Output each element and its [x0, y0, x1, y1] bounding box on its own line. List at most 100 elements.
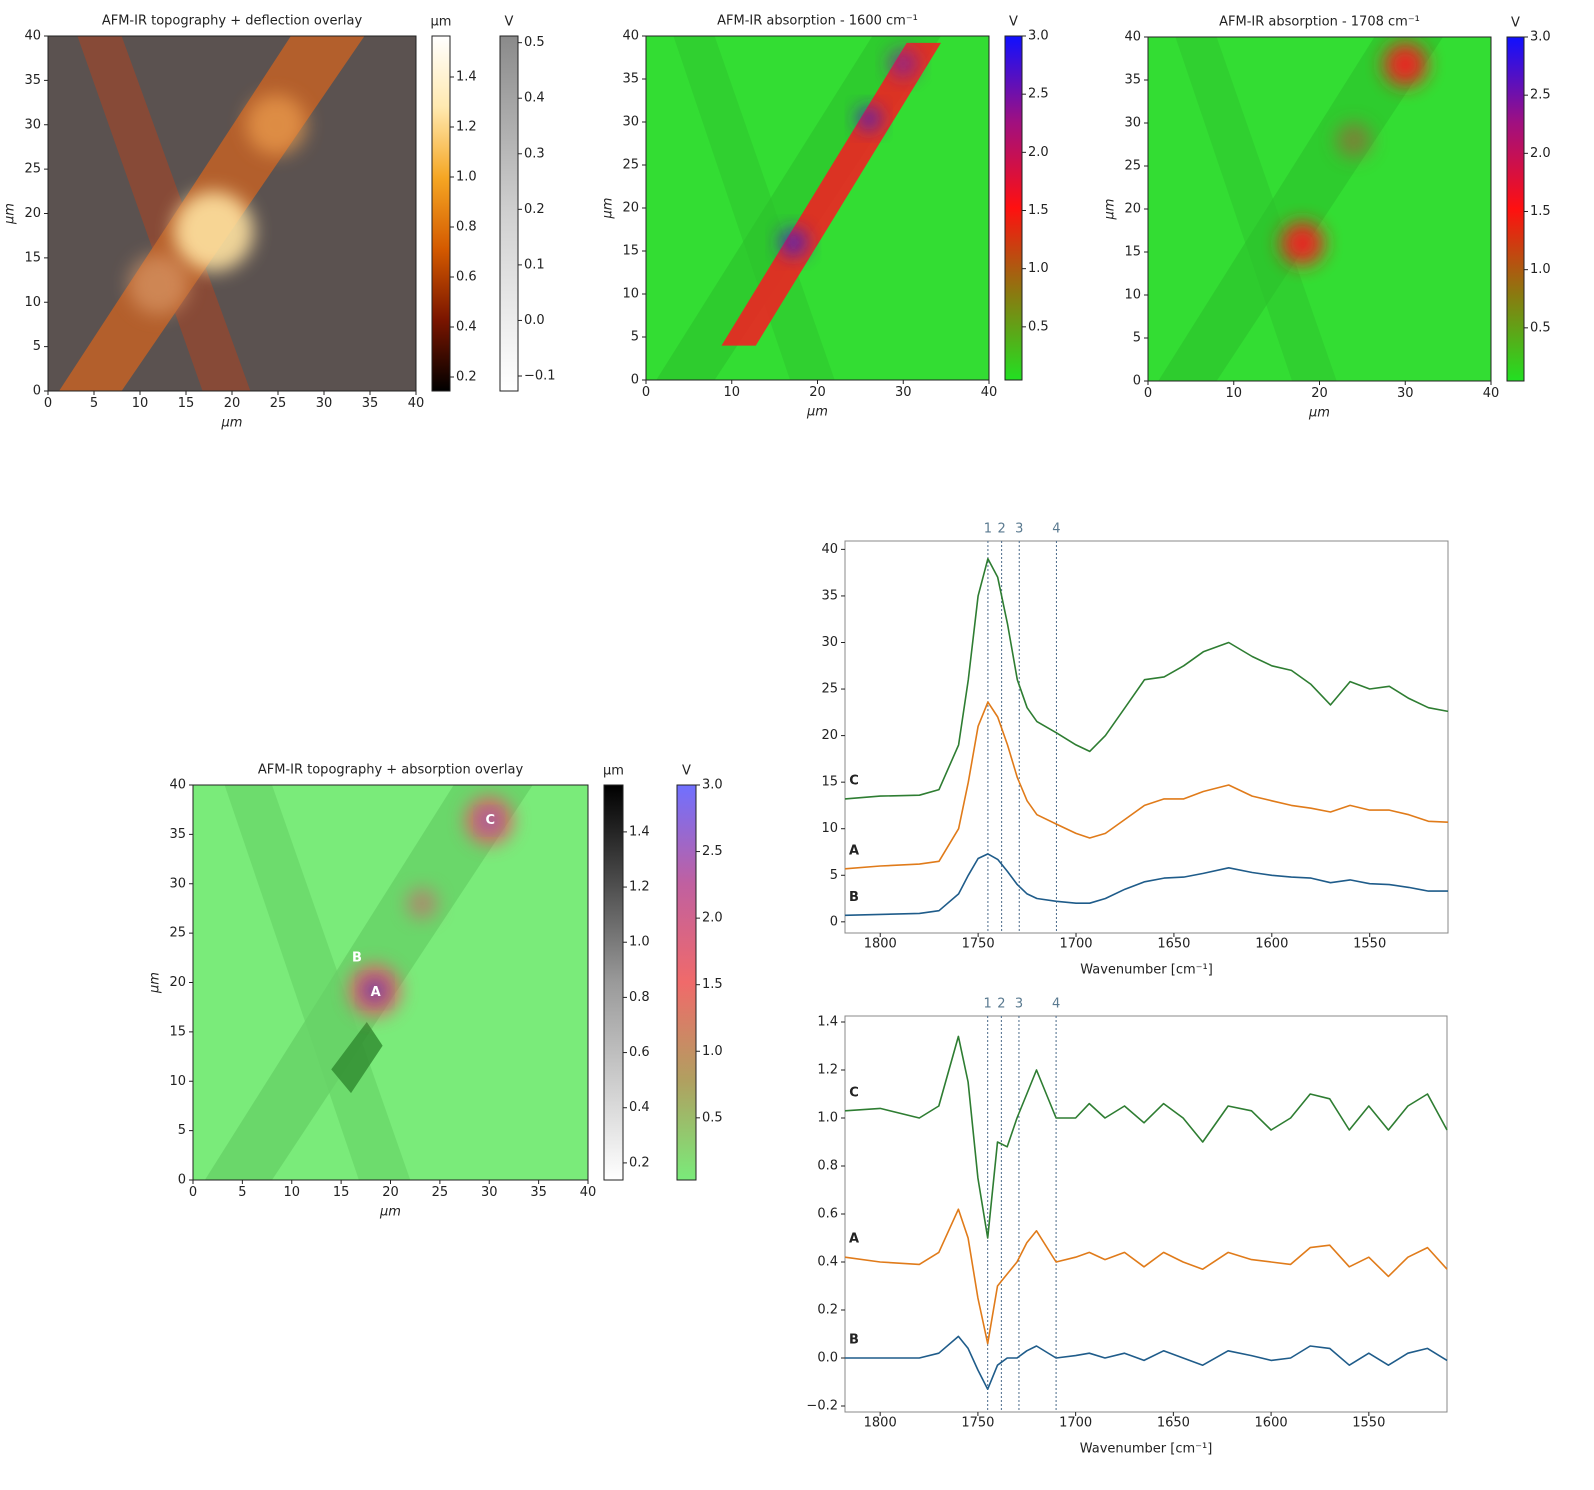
- chart-title: AFM-IR topography + absorption overlay: [258, 763, 524, 778]
- x-tick-label: 1700: [1059, 1416, 1092, 1431]
- y-tick-label: 0: [178, 1173, 186, 1188]
- y-tick-label: 40: [24, 29, 41, 44]
- y-tick-label: 1.0: [817, 1111, 838, 1126]
- x-tick-label: 25: [432, 1185, 449, 1200]
- image-fiber: [77, 36, 251, 391]
- colorbar-tick-label: 0.0: [524, 313, 545, 328]
- reference-line-label: 4: [1052, 522, 1060, 537]
- colorbar-tick-label: 3.0: [1530, 30, 1551, 45]
- series-label: C: [849, 773, 859, 788]
- x-axis-label: µm: [1308, 406, 1330, 421]
- colorbar-tick-label: 2.5: [702, 844, 723, 859]
- x-tick-label: 20: [382, 1185, 399, 1200]
- colorbar-tick-label: 1.2: [629, 880, 650, 895]
- y-tick-label: 0.0: [817, 1351, 838, 1366]
- y-tick-label: 0: [33, 384, 41, 399]
- y-tick-label: −0.2: [806, 1399, 838, 1414]
- x-tick-label: 40: [580, 1185, 597, 1200]
- y-tick-label: 15: [821, 775, 838, 790]
- x-tick-label: 40: [1483, 386, 1500, 401]
- reference-line-label: 3: [1015, 997, 1023, 1012]
- y-tick-label: 0: [631, 373, 639, 388]
- colorbar-tick-label: 1.0: [1028, 261, 1049, 276]
- y-tick-label: 10: [24, 295, 41, 310]
- x-tick-label: 0: [642, 385, 650, 400]
- x-tick-label: 1600: [1255, 937, 1288, 952]
- x-tick-label: 5: [238, 1185, 246, 1200]
- colorbar-label: V: [505, 15, 514, 30]
- colorbar: [603, 784, 624, 1181]
- x-tick-label: 10: [1225, 386, 1242, 401]
- colorbar-label: V: [1511, 16, 1520, 31]
- colorbar-tick-label: 0.8: [456, 220, 477, 235]
- colorbar-tick-label: 0.6: [456, 270, 477, 285]
- colorbar-tick-label: 0.4: [524, 91, 545, 106]
- image-fiber: [673, 36, 835, 380]
- image-hotspot: [1383, 42, 1428, 87]
- colorbar-tick-label: 0.6: [629, 1045, 650, 1060]
- x-tick-label: 30: [481, 1185, 498, 1200]
- y-tick-label: 15: [24, 250, 41, 265]
- x-axis-label: µm: [221, 416, 243, 431]
- image-hotspot: [128, 254, 189, 315]
- y-tick-label: 35: [24, 73, 41, 88]
- series-line: [844, 1035, 1448, 1239]
- colorbar-tick-label: 0.5: [524, 35, 545, 50]
- x-tick-label: 25: [270, 396, 287, 411]
- colorbar-label: V: [1009, 15, 1018, 30]
- image-hotspot: [364, 980, 385, 1001]
- x-axis-label: µm: [379, 1205, 401, 1220]
- image-fiber: [224, 785, 411, 1180]
- y-tick-label: 5: [178, 1123, 186, 1138]
- y-tick-label: 20: [622, 201, 639, 216]
- y-tick-label: 10: [821, 821, 838, 836]
- y-tick-label: 15: [622, 244, 639, 259]
- colorbar-tick-label: 0.2: [629, 1155, 650, 1170]
- colorbar-label: V: [682, 764, 691, 779]
- x-tick-label: 10: [132, 396, 149, 411]
- y-tick-label: 20: [821, 728, 838, 743]
- colorbar-tick-label: −0.1: [524, 369, 556, 384]
- y-tick-label: 5: [33, 339, 41, 354]
- y-axis-label: µm: [148, 972, 163, 994]
- x-tick-label: 1750: [962, 937, 995, 952]
- colorbar-tick-label: 1.5: [702, 977, 723, 992]
- image-hotspot: [173, 191, 254, 272]
- image-fiber: [331, 1022, 383, 1094]
- reference-line-label: 4: [1052, 997, 1060, 1012]
- series-label: B: [849, 1333, 859, 1348]
- image-hotspot: [856, 106, 881, 131]
- colorbar-tick-label: 2.0: [1028, 145, 1049, 160]
- y-tick-label: 25: [169, 926, 186, 941]
- y-tick-label: 1.4: [817, 1015, 838, 1030]
- colorbar-label: µm: [431, 15, 452, 30]
- image-hotspot: [1280, 221, 1325, 266]
- colorbar-tick-label: 0.5: [1028, 319, 1049, 334]
- colorbar-tick-label: 0.5: [1530, 320, 1551, 335]
- y-tick-label: 40: [821, 542, 838, 557]
- y-tick-label: 0.2: [817, 1303, 838, 1318]
- x-tick-label: 1550: [1353, 937, 1386, 952]
- y-tick-label: 20: [24, 206, 41, 221]
- colorbar-tick-label: 0.4: [629, 1100, 650, 1115]
- colorbar-tick-label: 1.0: [702, 1044, 723, 1059]
- chart-title: AFM-IR topography + deflection overlay: [102, 14, 363, 29]
- colorbar-tick-label: 1.4: [629, 824, 650, 839]
- x-tick-label: 40: [408, 396, 425, 411]
- x-tick-label: 0: [189, 1185, 197, 1200]
- series-line: [844, 1208, 1448, 1345]
- x-tick-label: 30: [316, 396, 333, 411]
- y-tick-label: 5: [830, 868, 838, 883]
- x-tick-label: 35: [530, 1185, 547, 1200]
- y-tick-label: 25: [24, 162, 41, 177]
- reference-line-label: 2: [997, 997, 1005, 1012]
- y-tick-label: 0: [830, 914, 838, 929]
- series-label: A: [849, 1232, 859, 1247]
- y-tick-label: 35: [1124, 73, 1141, 88]
- image-fiber: [1175, 37, 1337, 381]
- y-tick-label: 5: [1133, 331, 1141, 346]
- colorbar-tick-label: 1.0: [1530, 262, 1551, 277]
- series-label: C: [849, 1085, 859, 1100]
- colorbar-tick-label: 0.8: [629, 990, 650, 1005]
